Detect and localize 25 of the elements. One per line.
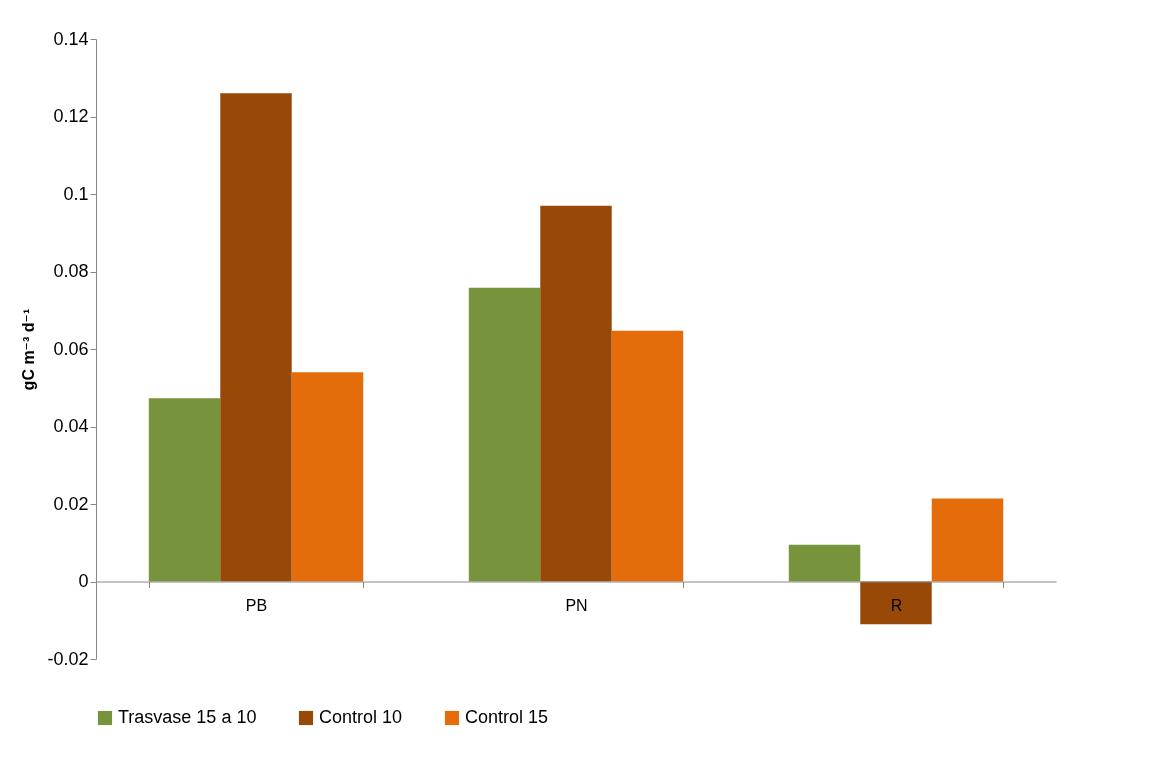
y-tick-label: -0.02	[47, 648, 89, 669]
x-tick-label: R	[890, 597, 903, 614]
y-tick-label: 0.1	[63, 183, 89, 204]
legend-label: Control 10	[319, 707, 403, 727]
bar	[611, 330, 684, 582]
y-tick-label: 0	[78, 571, 89, 591]
y-tick-label: 0.06	[53, 338, 89, 359]
legend-label: Control 15	[465, 707, 549, 727]
y-tick-label: 0.08	[53, 261, 89, 281]
bar	[860, 581, 932, 625]
bar	[148, 398, 221, 582]
y-tick-label: 0.12	[53, 106, 89, 126]
bar	[931, 498, 1004, 582]
bar	[291, 372, 364, 582]
bar	[788, 544, 861, 582]
legend-label: Trasvase 15 a 10	[118, 707, 257, 727]
y-tick-label: 0.14	[53, 28, 89, 49]
y-tick-label: 0.04	[53, 416, 89, 436]
y-axis-title: gC m⁻³ d⁻¹	[20, 308, 38, 391]
x-tick-label: PN	[565, 597, 588, 614]
x-tick-label: PB	[245, 597, 268, 614]
y-tick-label: 0.02	[53, 493, 89, 514]
bar	[540, 205, 612, 582]
bar	[468, 287, 541, 582]
bar	[220, 93, 292, 582]
